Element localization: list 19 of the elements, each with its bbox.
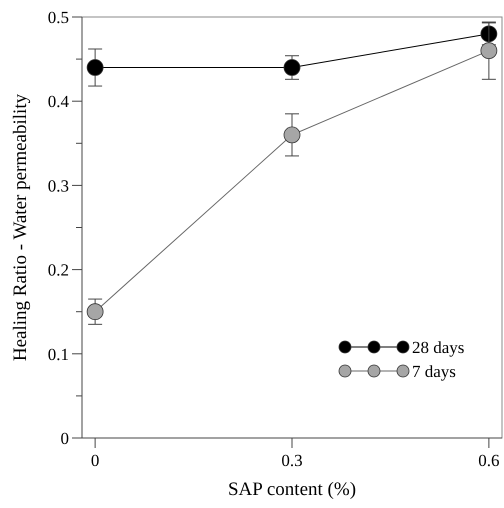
point [284,59,300,76]
y-tick-label: 0.1 [48,344,69,364]
point [480,42,498,60]
y-tick-label: 0 [60,429,69,448]
point [86,59,104,76]
y-tick-label: 0.4 [48,92,70,112]
x-tick-label: 0.3 [281,451,303,470]
y-axis-title: Healing Ratio - Water permeability [10,93,31,362]
point [480,25,498,42]
y-tick-label: 0.5 [48,8,69,27]
legend-label: 28 days [412,338,464,357]
point [86,303,104,320]
point [284,126,300,144]
legend-label: 7 days [412,362,456,381]
y-tick-label: 0.2 [48,260,69,280]
y-tick-label: 0.3 [48,176,69,196]
x-axis-title: SAP content (%) [228,479,356,500]
x-tick-label: 0.6 [478,451,500,470]
x-tick-label: 0 [90,451,100,470]
